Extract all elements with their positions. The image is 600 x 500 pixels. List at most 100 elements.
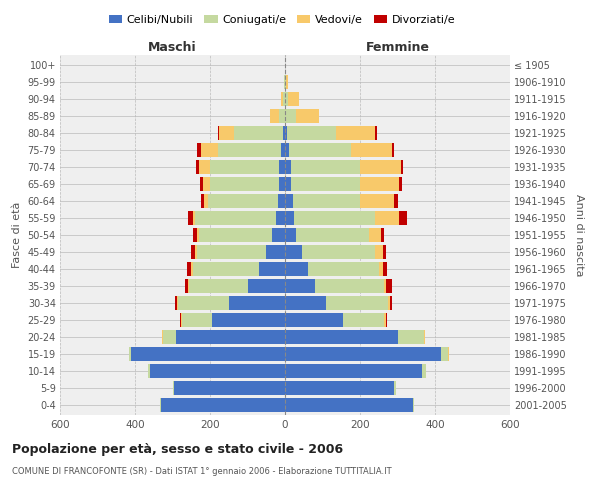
- Bar: [197, 245, 266, 259]
- Bar: [287, 126, 335, 140]
- Text: COMUNE DI FRANCOFONTE (SR) - Dati ISTAT 1° gennaio 2006 - Elaborazione TUTTITALI: COMUNE DI FRANCOFONTE (SR) - Dati ISTAT …: [12, 468, 392, 476]
- Bar: [296, 109, 319, 124]
- Bar: [285, 346, 440, 361]
- Bar: [280, 109, 285, 124]
- Bar: [196, 160, 199, 174]
- Bar: [285, 278, 315, 293]
- Bar: [350, 143, 392, 158]
- Bar: [400, 177, 403, 192]
- Bar: [248, 278, 285, 293]
- Bar: [195, 245, 197, 259]
- Bar: [290, 160, 360, 174]
- Bar: [193, 211, 195, 225]
- Bar: [422, 364, 425, 378]
- Bar: [259, 262, 285, 276]
- Text: Femmine: Femmine: [365, 41, 430, 54]
- Bar: [160, 398, 161, 412]
- Bar: [379, 262, 383, 276]
- Bar: [385, 312, 386, 327]
- Bar: [187, 211, 193, 225]
- Bar: [315, 278, 385, 293]
- Bar: [380, 228, 385, 242]
- Bar: [295, 211, 375, 225]
- Bar: [173, 380, 175, 395]
- Bar: [370, 228, 380, 242]
- Bar: [266, 245, 285, 259]
- Bar: [178, 296, 229, 310]
- Bar: [285, 228, 296, 242]
- Bar: [175, 380, 285, 395]
- Bar: [200, 194, 205, 208]
- Bar: [293, 194, 360, 208]
- Bar: [398, 330, 424, 344]
- Bar: [193, 262, 259, 276]
- Bar: [288, 92, 299, 106]
- Bar: [185, 278, 188, 293]
- Bar: [197, 228, 199, 242]
- Bar: [235, 126, 283, 140]
- Bar: [187, 262, 191, 276]
- Text: Popolazione per età, sesso e stato civile - 2006: Popolazione per età, sesso e stato civil…: [12, 442, 343, 456]
- Bar: [229, 296, 285, 310]
- Bar: [270, 109, 280, 124]
- Bar: [285, 380, 394, 395]
- Bar: [283, 126, 285, 140]
- Y-axis label: Fasce di età: Fasce di età: [12, 202, 22, 268]
- Bar: [163, 330, 176, 344]
- Bar: [375, 126, 377, 140]
- Bar: [394, 194, 398, 208]
- Legend: Celibi/Nubili, Coniugati/e, Vedovi/e, Divorziati/e: Celibi/Nubili, Coniugati/e, Vedovi/e, Di…: [104, 10, 460, 29]
- Bar: [210, 177, 280, 192]
- Bar: [308, 262, 379, 276]
- Bar: [177, 296, 178, 310]
- Bar: [285, 330, 398, 344]
- Bar: [131, 346, 285, 361]
- Bar: [195, 211, 275, 225]
- Bar: [285, 92, 288, 106]
- Bar: [218, 126, 220, 140]
- Bar: [424, 330, 425, 344]
- Bar: [285, 143, 289, 158]
- Bar: [360, 160, 401, 174]
- Bar: [285, 75, 286, 90]
- Bar: [191, 262, 193, 276]
- Bar: [161, 398, 285, 412]
- Bar: [181, 312, 182, 327]
- Bar: [285, 245, 302, 259]
- Bar: [383, 245, 386, 259]
- Bar: [161, 330, 163, 344]
- Bar: [326, 296, 388, 310]
- Bar: [375, 211, 400, 225]
- Bar: [280, 177, 285, 192]
- Bar: [191, 245, 195, 259]
- Bar: [272, 228, 285, 242]
- Bar: [281, 143, 285, 158]
- Bar: [210, 160, 280, 174]
- Bar: [220, 126, 235, 140]
- Bar: [284, 75, 285, 90]
- Bar: [193, 228, 197, 242]
- Bar: [388, 296, 390, 310]
- Bar: [440, 346, 448, 361]
- Bar: [390, 296, 392, 310]
- Bar: [285, 109, 296, 124]
- Bar: [290, 177, 360, 192]
- Bar: [400, 211, 407, 225]
- Bar: [199, 177, 203, 192]
- Bar: [285, 296, 326, 310]
- Bar: [176, 330, 285, 344]
- Bar: [285, 312, 343, 327]
- Bar: [150, 364, 285, 378]
- Bar: [203, 177, 210, 192]
- Bar: [335, 126, 375, 140]
- Y-axis label: Anni di nascita: Anni di nascita: [574, 194, 584, 276]
- Bar: [386, 278, 392, 293]
- Bar: [302, 245, 375, 259]
- Bar: [281, 92, 283, 106]
- Bar: [343, 312, 385, 327]
- Bar: [190, 278, 248, 293]
- Bar: [401, 160, 403, 174]
- Bar: [360, 177, 400, 192]
- Bar: [199, 160, 210, 174]
- Bar: [205, 194, 208, 208]
